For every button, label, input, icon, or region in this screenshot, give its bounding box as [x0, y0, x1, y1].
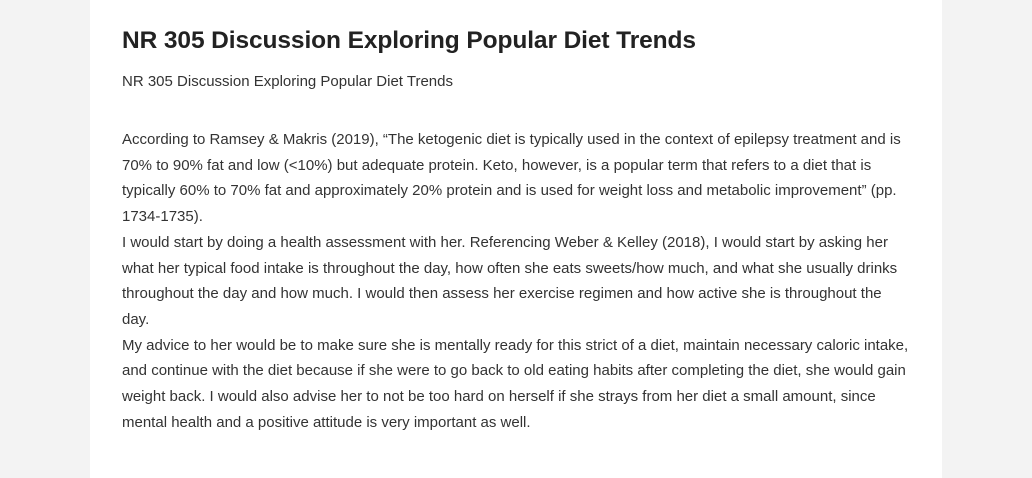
- article-body: According to Ramsey & Makris (2019), “Th…: [122, 127, 912, 435]
- article-subtitle: NR 305 Discussion Exploring Popular Diet…: [122, 73, 453, 90]
- article-paragraph: My advice to her would be to make sure s…: [122, 336, 909, 431]
- article-paragraph: According to Ramsey & Makris (2019), “Th…: [122, 131, 901, 226]
- article-paragraph: I would start by doing a health assessme…: [122, 233, 898, 328]
- article-card: NR 305 Discussion Exploring Popular Diet…: [90, 0, 942, 478]
- article-title: NR 305 Discussion Exploring Popular Diet…: [122, 27, 696, 54]
